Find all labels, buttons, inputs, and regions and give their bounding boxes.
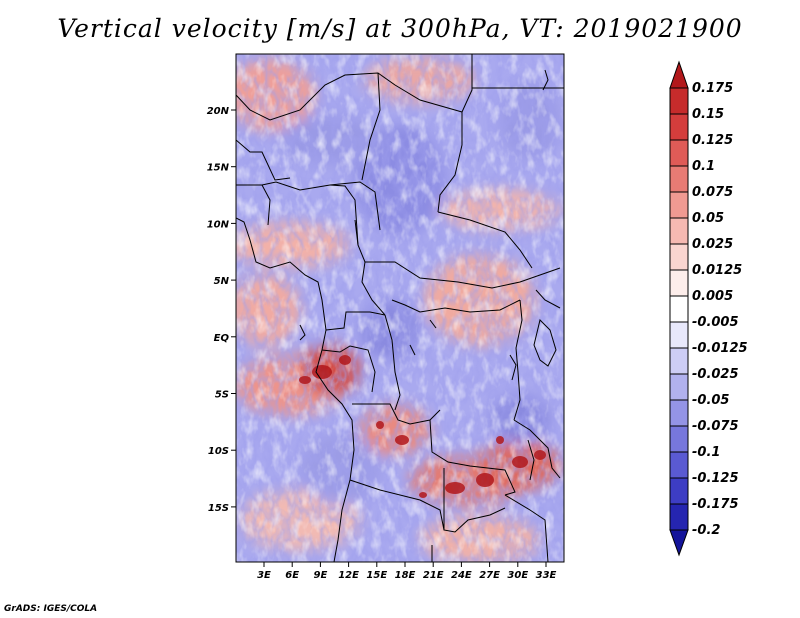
- lon-tick-label: 33E: [536, 570, 557, 581]
- colorbar-label: 0.005: [692, 289, 733, 304]
- colorbar-swatch: [669, 347, 689, 375]
- colorbar-label: 0.075: [692, 185, 733, 200]
- colorbar-label: 0.15: [692, 107, 724, 122]
- colorbar-swatch: [669, 269, 689, 297]
- colorbar-label: -0.1: [692, 445, 720, 460]
- colorbar-top-arrow: [669, 60, 689, 89]
- lat-tick-label: 15S: [208, 503, 229, 514]
- colorbar-swatch: [669, 139, 689, 167]
- colorbar-swatch: [669, 87, 689, 115]
- colorbar-label: -0.05: [692, 393, 729, 408]
- lon-tick-label: 6E: [285, 570, 299, 581]
- lon-tick-label: 12E: [338, 570, 359, 581]
- colorbar-swatch: [669, 191, 689, 219]
- lon-tick-label: 30E: [507, 570, 528, 581]
- colorbar-label: -0.175: [692, 497, 739, 512]
- colorbar-swatch: [669, 217, 689, 245]
- country-borders: [236, 54, 564, 562]
- colorbar-label: -0.2: [692, 523, 720, 538]
- lat-tick-label: 20N: [207, 106, 230, 117]
- lon-tick-label: 27E: [479, 570, 500, 581]
- lat-tick-label: 5N: [214, 276, 230, 287]
- lon-tick-label: 18E: [395, 570, 416, 581]
- lon-tick-label: 21E: [423, 570, 444, 581]
- colorbar-swatch: [669, 113, 689, 141]
- colorbar-swatch: [669, 425, 689, 453]
- lat-tick-label: 5S: [215, 390, 229, 401]
- colorbar-label: 0.05: [692, 211, 724, 226]
- colorbar-label: 0.175: [692, 81, 733, 96]
- colorbar-swatch: [669, 243, 689, 271]
- colorbar-swatch: [669, 321, 689, 349]
- colorbar-label: -0.025: [692, 367, 739, 382]
- lat-tick-label: 15N: [207, 163, 230, 174]
- colorbar-label: -0.075: [692, 419, 739, 434]
- longitude-axis: 3E 6E 9E 12E 15E 18E 21E 24E 27E 30E 33E: [257, 562, 557, 581]
- colorbar-swatch: [669, 295, 689, 323]
- colorbar-label: -0.0125: [692, 341, 748, 356]
- plot-title: Vertical velocity [m/s] at 300hPa, VT: 2…: [57, 14, 743, 43]
- lat-tick-label: EQ: [214, 333, 230, 344]
- lat-tick-label: 10S: [208, 446, 229, 457]
- lon-tick-label: 15E: [366, 570, 387, 581]
- colorbar-swatch: [669, 373, 689, 401]
- colorbar-swatch: [669, 165, 689, 193]
- colorbar: 0.175 0.15 0.125 0.1 0.075 0.05 0.025 0.0125 0.0…: [669, 60, 748, 557]
- latitude-axis: 20N 15N 10N 5N EQ 5S 10S 15S: [207, 106, 236, 514]
- colorbar-label: 0.025: [692, 237, 733, 252]
- lon-tick-label: 24E: [451, 570, 472, 581]
- lat-tick-label: 10N: [207, 219, 230, 230]
- lon-tick-label: 3E: [257, 570, 271, 581]
- colorbar-label: -0.005: [692, 315, 739, 330]
- lon-tick-label: 9E: [314, 570, 328, 581]
- grads-credit: GrADS: IGES/COLA: [4, 604, 98, 614]
- colorbar-bottom-arrow: [669, 529, 689, 557]
- colorbar-label: 0.0125: [692, 263, 742, 278]
- colorbar-swatch: [669, 451, 689, 479]
- colorbar-label: -0.125: [692, 471, 739, 486]
- vertical-velocity-map: [236, 54, 564, 562]
- colorbar-swatch: [669, 503, 689, 531]
- colorbar-label: 0.1: [692, 159, 715, 174]
- colorbar-label: 0.125: [692, 133, 733, 148]
- colorbar-swatch: [669, 477, 689, 505]
- colorbar-swatch: [669, 399, 689, 427]
- map-frame: [235, 53, 565, 563]
